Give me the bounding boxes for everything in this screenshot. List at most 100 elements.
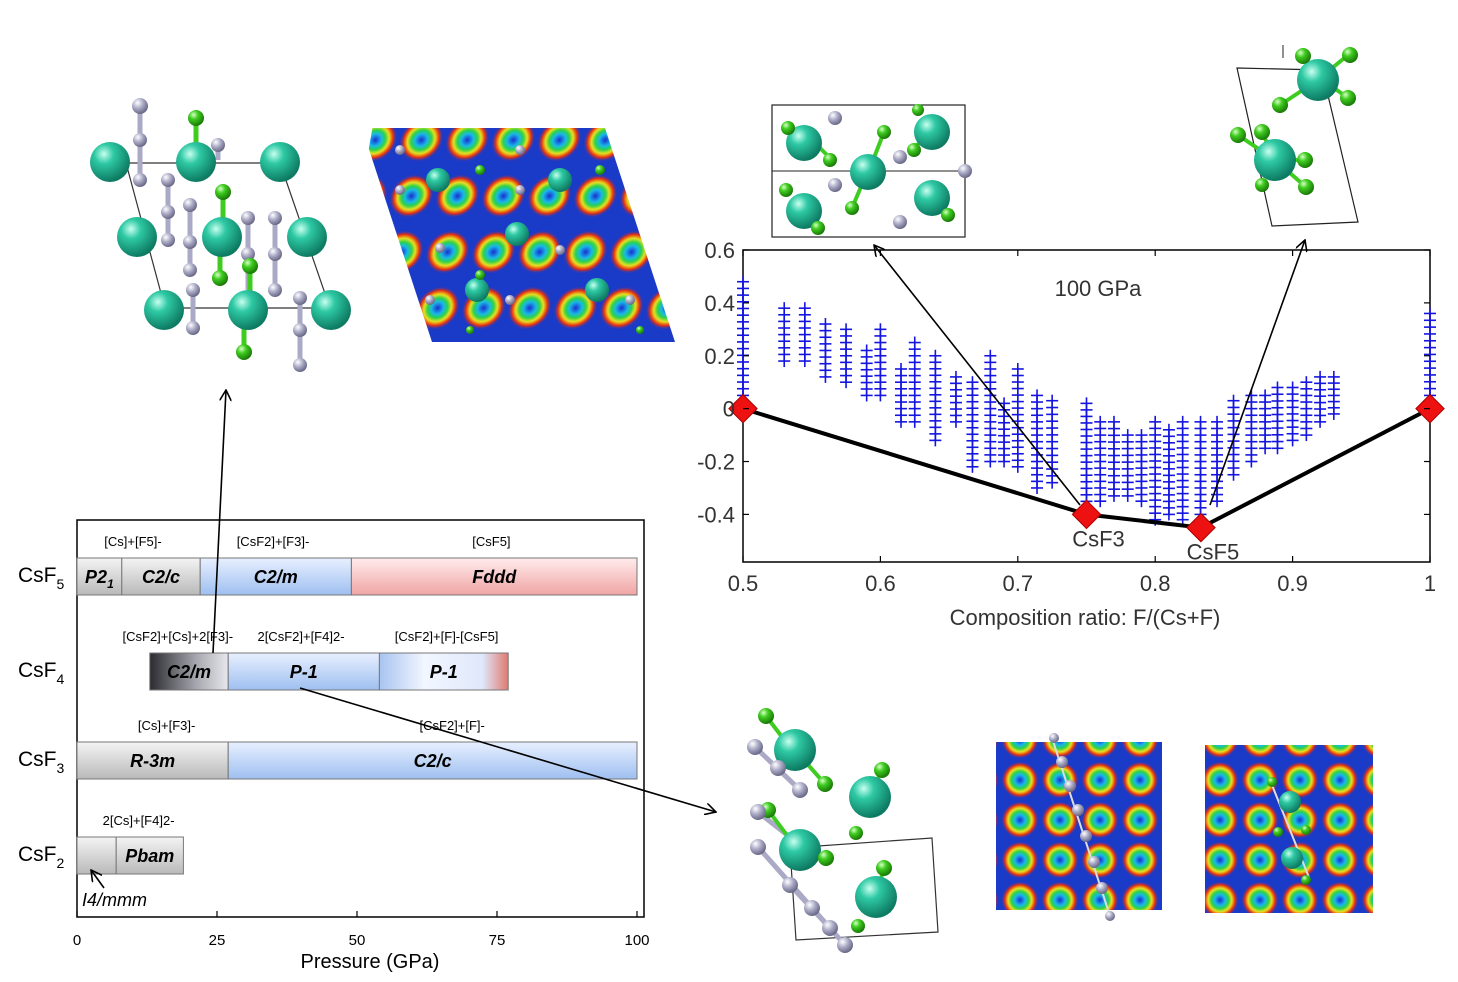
ion-formula-label: 2[CsF2]+[F4]2- xyxy=(257,629,344,644)
phase-bar xyxy=(115,836,184,875)
candidate-point xyxy=(1286,381,1299,394)
candidate-point xyxy=(819,318,832,331)
compound-row-label: CsF2 xyxy=(18,843,65,871)
candidate-point xyxy=(1149,415,1162,428)
phase-bar-label: C2/c xyxy=(142,567,180,587)
i4mmm-label: I4/mmm xyxy=(82,890,147,910)
compound-row-label: CsF4 xyxy=(18,659,65,687)
candidate-point xyxy=(1080,397,1093,410)
phase-bar xyxy=(227,741,638,780)
hull-y-tick-label: -0.2 xyxy=(697,450,735,475)
hull-x-tick-label: 0.9 xyxy=(1277,571,1308,596)
phase-bar xyxy=(76,741,229,780)
candidate-point xyxy=(929,349,942,362)
candidate-point xyxy=(949,370,962,383)
phase-bar-label: C2/c xyxy=(414,751,452,771)
ion-formula-label: [Cs]+[F5]- xyxy=(104,534,161,549)
ion-formula-label: [CsF2]+[F3]- xyxy=(237,534,310,549)
ion-formula-label: [Cs]+[F3]- xyxy=(138,718,195,733)
candidate-point xyxy=(1135,429,1148,442)
candidate-point xyxy=(840,323,853,336)
compound-name: CsF xyxy=(18,659,57,682)
candidate-point xyxy=(1176,415,1189,428)
arrow-csf5-structure xyxy=(1209,240,1305,506)
candidate-point xyxy=(1094,415,1107,428)
hull-x-axis-label: Composition ratio: F/(Cs+F) xyxy=(950,605,1221,630)
candidate-point xyxy=(966,376,979,389)
ion-formula-label: 2[Cs]+[F4]2- xyxy=(103,813,175,828)
phase-bar xyxy=(350,557,638,596)
hull-y-tick-label: -0.4 xyxy=(697,502,735,527)
hull-x-tick-label: 0.8 xyxy=(1140,571,1171,596)
i4mmm-arrow xyxy=(91,870,105,889)
candidate-point xyxy=(1314,370,1327,383)
hull-chart: CsF3 CsF5 0.5 0.6 0.7 0.8 0.9 1 0.6 0.4 0.2 0 -0.2 -… xyxy=(697,238,1445,630)
phase-bar xyxy=(227,652,380,691)
arrow-to-c2m-structure xyxy=(212,390,226,654)
structure-csf5-c2m xyxy=(90,98,351,372)
phase-x-tick-label: 50 xyxy=(349,932,366,949)
candidate-point xyxy=(895,362,908,375)
elf-map-csf4-b xyxy=(1205,745,1373,913)
compound-name: CsF xyxy=(18,564,57,587)
hull-stable-marker xyxy=(1071,499,1102,530)
hull-y-tick-label: 0.2 xyxy=(704,344,735,369)
phase-bar-label: R-3m xyxy=(130,751,175,771)
candidate-point xyxy=(1011,362,1024,375)
candidate-point xyxy=(1107,415,1120,428)
hull-stable-marker xyxy=(1186,512,1216,543)
phase-x-tick-label: 25 xyxy=(209,932,226,949)
structure-csf5-top xyxy=(1230,45,1359,227)
candidate-point xyxy=(798,302,811,315)
candidate-point xyxy=(778,302,791,315)
compound-row-label: CsF3 xyxy=(18,748,65,776)
candidate-point xyxy=(1031,389,1044,402)
phase-bar xyxy=(199,557,352,596)
hull-x-tick-label: 1 xyxy=(1424,571,1436,596)
phase-bar xyxy=(76,557,123,596)
pressure-annotation: 100 GPa xyxy=(1055,276,1143,301)
convex-hull-line xyxy=(742,406,1431,530)
phase-x-tick-label: 0 xyxy=(73,932,81,949)
phase-bar xyxy=(378,652,509,691)
compound-subscript: 2 xyxy=(57,855,65,871)
candidate-point xyxy=(1259,389,1272,402)
hull-x-tick-label: 0.5 xyxy=(728,571,759,596)
hull-y-tick-label: 0 xyxy=(723,397,735,422)
structure-csf4-p1 xyxy=(747,708,939,953)
phase-bar-label: Fddd xyxy=(472,567,517,587)
hull-compound-label: CsF5 xyxy=(1187,540,1240,565)
candidate-point xyxy=(1211,415,1224,428)
ion-formula-label: [CsF5] xyxy=(472,534,510,549)
phase-bar-label: P-1 xyxy=(290,662,318,682)
candidate-point xyxy=(1300,376,1313,389)
candidate-point xyxy=(737,275,749,288)
phase-bar-label: C2/m xyxy=(167,662,211,682)
phase-bar-label: Pbam xyxy=(125,846,174,866)
elf-map-csf4-a xyxy=(996,733,1162,921)
compound-name: CsF xyxy=(18,748,57,771)
compound-subscript: 3 xyxy=(57,760,65,776)
hull-x-tick-label: 0.6 xyxy=(865,571,896,596)
ion-formula-label: [CsF2]+[Cs]+2[F3]- xyxy=(123,629,234,644)
ion-formula-label: [CsF2]+[F]- xyxy=(420,718,485,733)
hull-x-tick-label: 0.7 xyxy=(1003,571,1034,596)
hull-y-tick-label: 0.6 xyxy=(704,238,735,263)
candidate-point xyxy=(1327,370,1340,383)
phase-bar xyxy=(149,652,229,691)
structure-csf3-top xyxy=(771,104,972,238)
phase-bar-label: C2/m xyxy=(254,567,298,587)
hull-y-tick-label: 0.4 xyxy=(704,291,735,316)
candidate-point xyxy=(1227,394,1240,407)
candidate-point xyxy=(874,323,887,336)
arrow-csf3-structure xyxy=(874,245,1081,506)
phase-bar-label: P-1 xyxy=(430,662,458,682)
phase-x-axis-label: Pressure (GPa) xyxy=(301,951,440,973)
candidate-point xyxy=(1271,381,1284,394)
phase-x-tick-label: 75 xyxy=(489,932,506,949)
candidate-point xyxy=(860,344,873,357)
candidate-point xyxy=(908,336,921,349)
compound-name: CsF xyxy=(18,843,57,866)
elf-map-csf5 xyxy=(362,128,675,342)
candidate-point xyxy=(1046,394,1059,407)
